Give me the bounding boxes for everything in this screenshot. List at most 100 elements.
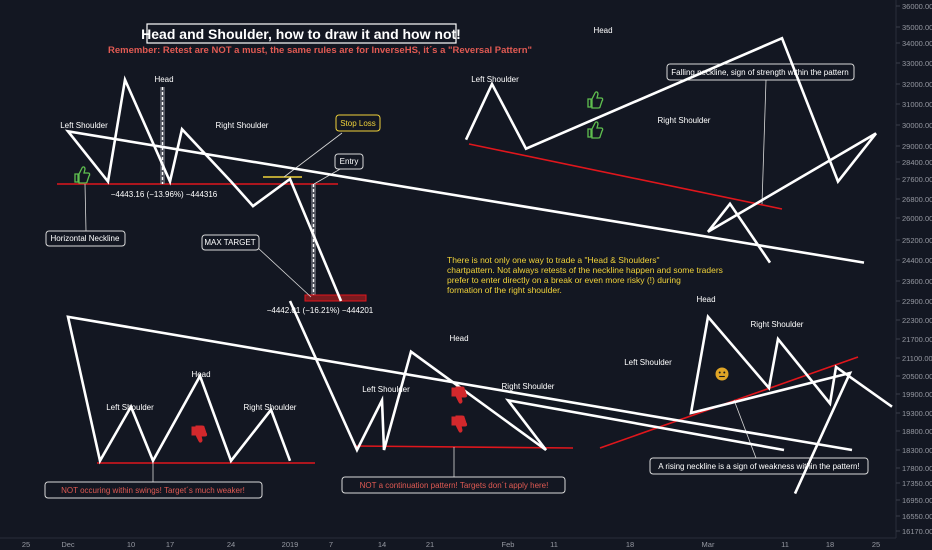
- right-shoulder-label-1: Right Shoulder: [216, 121, 269, 130]
- falling-neckline-line: [468, 143, 783, 210]
- note-line-1: There is not only one way to trade a "He…: [447, 255, 660, 265]
- measure-label-1: −4443.16 (−13.96%) −444316: [111, 190, 218, 199]
- x-tick-label: 17: [166, 540, 174, 549]
- y-tick-label: 21100.00: [902, 354, 932, 363]
- x-tick-label: Mar: [702, 540, 715, 549]
- horizontal-neckline-label: Horizontal Neckline: [51, 234, 120, 243]
- x-tick-label: 10: [127, 540, 135, 549]
- note-line-2: chartpattern. Not always retests of the …: [447, 265, 723, 275]
- thumbs-down-icon: [191, 425, 208, 443]
- rising-neckline-box: [649, 457, 869, 475]
- y-tick-label: 26800.00: [902, 195, 932, 204]
- x-tick-label: 2019: [282, 540, 299, 549]
- y-axis: 36000.00 35000.00 34000.00 33000.00 32000.00…: [895, 0, 932, 538]
- right-shoulder-label-5: Right Shoulder: [751, 320, 804, 329]
- x-tick-label: 7: [329, 540, 333, 549]
- continuation-neckline-line: [354, 445, 574, 449]
- swing-note-box: [44, 481, 263, 499]
- measure-bar-1: [160, 87, 165, 184]
- thumbs-down-icon: [451, 386, 468, 404]
- head-label-1: Head: [154, 75, 173, 84]
- y-tick-label: 27600.00: [902, 175, 932, 184]
- entry-label: Entry: [340, 157, 359, 166]
- chart-subtitle: Remember: Retest are NOT a must, the sam…: [108, 45, 532, 56]
- y-tick-label: 17350.00: [902, 479, 932, 488]
- thumbs-up-icon: [587, 121, 604, 139]
- note-line-4: formation of the right shoulder.: [447, 285, 562, 295]
- x-tick-label: 21: [426, 540, 434, 549]
- y-tick-label: 16550.00: [902, 512, 932, 521]
- thumbs-down-icon: [451, 415, 468, 433]
- y-tick-label: 19900.00: [902, 390, 932, 399]
- x-tick-label: 25: [22, 540, 30, 549]
- swing-note-label: NOT occuring within swings! Target´s muc…: [61, 486, 245, 495]
- continuation-note-box: [341, 476, 566, 494]
- y-tick-label: 22300.00: [902, 316, 932, 325]
- entry-box: [334, 153, 364, 170]
- max-target-leader: [257, 247, 312, 298]
- x-tick-label: 11: [781, 540, 789, 549]
- y-tick-label: 28400.00: [902, 158, 932, 167]
- max-target-label: MAX TARGET: [204, 238, 255, 247]
- head-label-4: Head: [449, 334, 468, 343]
- max-target-box: [201, 234, 260, 251]
- left-shoulder-label-1: Left Shoulder: [60, 121, 108, 130]
- y-tick-label: 24400.00: [902, 256, 932, 265]
- head-label-3: Head: [191, 370, 210, 379]
- thumbs-up-icon: [587, 91, 604, 109]
- price-series: [64, 36, 893, 495]
- y-tick-label: 17800.00: [902, 464, 932, 473]
- y-tick-label: 26000.00: [902, 214, 932, 223]
- y-tick-label: 34000.00: [902, 39, 932, 48]
- x-tick-label: Feb: [502, 540, 515, 549]
- y-tick-label: 29000.00: [902, 142, 932, 151]
- y-tick-label: 23600.00: [902, 277, 932, 286]
- stop-loss-label: Stop Loss: [340, 119, 376, 128]
- rising-neckline-label: A rising neckline is a sign of weakness …: [658, 462, 859, 471]
- y-tick-label: 18800.00: [902, 427, 932, 436]
- series-line-4: [288, 300, 785, 454]
- x-tick-label: 18: [626, 540, 634, 549]
- head-label-5: Head: [696, 295, 715, 304]
- x-tick-label: 11: [550, 540, 558, 549]
- y-tick-label: 31000.00: [902, 100, 932, 109]
- series-line-1: [64, 75, 865, 302]
- right-shoulder-label-3: Right Shoulder: [244, 403, 297, 412]
- head-label-2: Head: [593, 26, 612, 35]
- y-tick-label: 21700.00: [902, 335, 932, 344]
- rising-neckline-leader: [733, 399, 757, 459]
- y-tick-label: 16170.00: [902, 527, 932, 536]
- y-tick-label: 33000.00: [902, 59, 932, 68]
- y-tick-label: 30000.00: [902, 121, 932, 130]
- y-tick-label: 18300.00: [902, 446, 932, 455]
- title-box: [146, 23, 457, 44]
- falling-neckline-label: Falling neckline, sign of strength withi…: [671, 68, 848, 77]
- left-shoulder-label-5: Left Shoulder: [624, 358, 672, 367]
- x-tick-label: 14: [378, 540, 386, 549]
- target-zone: [304, 294, 367, 302]
- x-tick-label: 24: [227, 540, 235, 549]
- right-shoulder-label-4: Right Shoulder: [502, 382, 555, 391]
- y-tick-label: 19300.00: [902, 409, 932, 418]
- x-tick-label: 25: [872, 540, 880, 549]
- chart-title: Head and Shoulder, how to draw it and ho…: [141, 26, 461, 42]
- y-tick-label: 22900.00: [902, 297, 932, 306]
- y-tick-label: 20500.00: [902, 372, 932, 381]
- measure-label-2: −4442.01 (−16.21%) −444201: [267, 306, 374, 315]
- entry-leader: [313, 167, 343, 185]
- y-tick-label: 35000.00: [902, 23, 932, 32]
- falling-neckline-leader: [761, 79, 767, 205]
- y-tick-label: 25200.00: [902, 236, 932, 245]
- y-tick-label: 36000.00: [902, 2, 932, 11]
- y-tick-label: 16950.00: [902, 496, 932, 505]
- x-tick-label: Dec: [61, 540, 75, 549]
- x-axis: 25 Dec 10 17 24 2019 7 14 21 Feb 11 18 Mar 11 18 25: [0, 537, 896, 549]
- horizontal-neckline-leader: [84, 183, 87, 232]
- left-shoulder-label-2: Left Shoulder: [471, 75, 519, 84]
- left-shoulder-label-4: Left Shoulder: [362, 385, 410, 394]
- continuation-note-label: NOT a continuation pattern! Targets don´…: [360, 481, 549, 490]
- y-tick-label: 32000.00: [902, 80, 932, 89]
- note-line-3: prefer to enter directly on a break or e…: [447, 275, 681, 285]
- neutral-face-icon: [715, 367, 729, 381]
